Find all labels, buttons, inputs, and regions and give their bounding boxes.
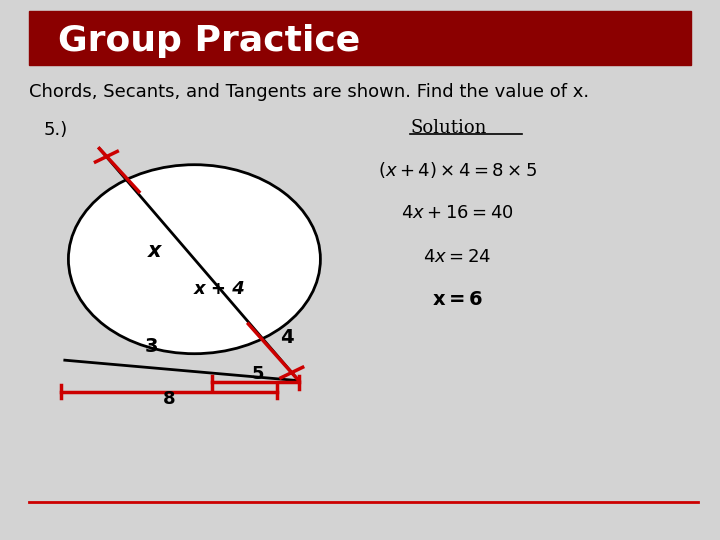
Text: $4x = 24$: $4x = 24$ — [423, 247, 491, 266]
Text: Solution: Solution — [410, 119, 487, 137]
Text: 8: 8 — [163, 389, 176, 408]
Text: Chords, Secants, and Tangents are shown. Find the value of x.: Chords, Secants, and Tangents are shown.… — [29, 83, 589, 101]
Text: 3: 3 — [145, 337, 158, 356]
Bar — [29, 11, 691, 65]
Text: x: x — [148, 241, 161, 261]
Text: 4: 4 — [280, 328, 293, 347]
Text: x + 4: x + 4 — [194, 280, 246, 298]
Text: Group Practice: Group Practice — [58, 24, 360, 57]
Circle shape — [68, 165, 320, 354]
Text: 5: 5 — [251, 364, 264, 383]
Text: $4x + 16 = 40$: $4x + 16 = 40$ — [401, 204, 513, 222]
Text: $(x + 4) \times 4 = 8 \times 5$: $(x + 4) \times 4 = 8 \times 5$ — [377, 160, 537, 180]
Text: 5.): 5.) — [43, 120, 68, 139]
Text: $\mathbf{x = 6}$: $\mathbf{x = 6}$ — [432, 291, 482, 309]
